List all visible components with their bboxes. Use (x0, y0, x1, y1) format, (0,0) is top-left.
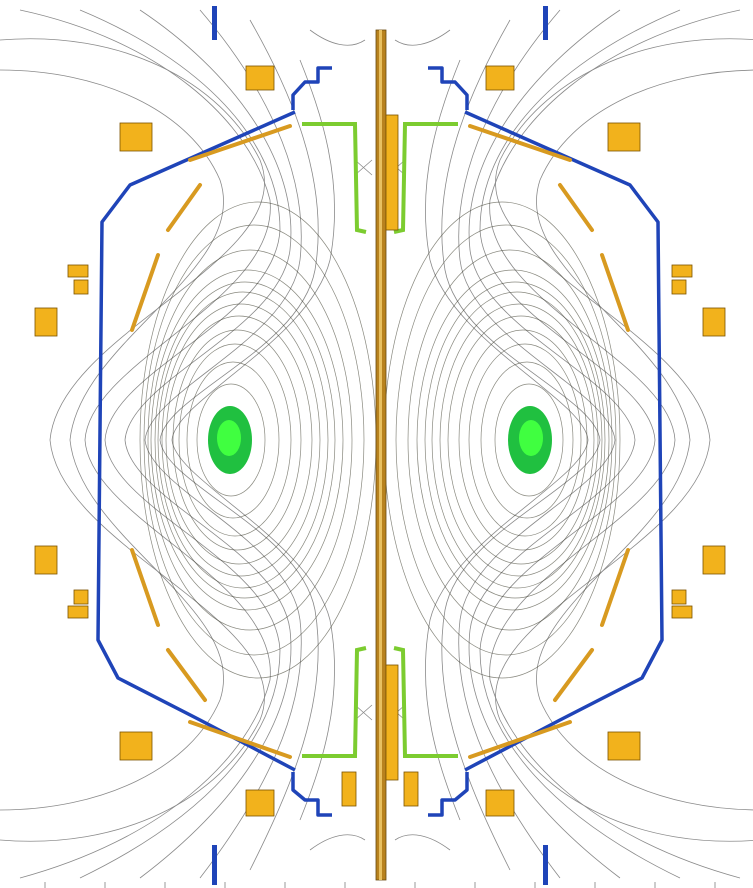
solenoid-coil (386, 665, 398, 780)
solenoid-coil (386, 115, 398, 230)
page (0, 0, 753, 888)
central-column-core (379, 30, 382, 880)
equilibrium-plot (0, 0, 753, 888)
